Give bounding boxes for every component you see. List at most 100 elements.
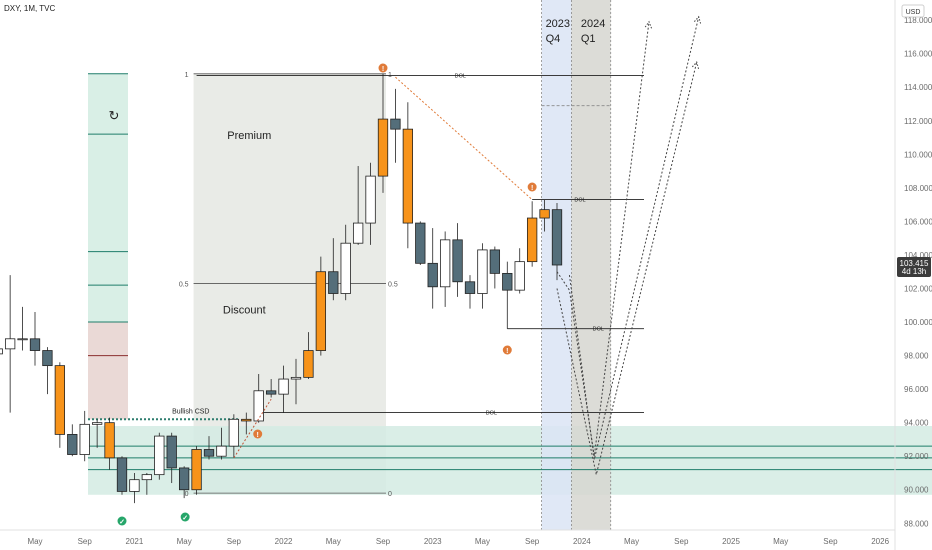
candle-body-2022-01: [278, 378, 289, 395]
candle-body-2021-10: [241, 418, 252, 422]
quarter-year-label-0: 2023: [546, 18, 570, 30]
y-tick-label-11: 110.000: [904, 150, 932, 159]
candle-body-2022-10: [390, 118, 401, 130]
candle-body-2023-08: [514, 261, 525, 291]
warning-marker-mid: [527, 182, 537, 192]
x-tick-label-2: 2021: [126, 537, 144, 546]
candle-body-2020-02: [0, 348, 3, 355]
candle-body-2021-03: [154, 435, 165, 476]
candle-body-2020-03: [4, 338, 16, 350]
discount-trend-line: [233, 398, 272, 459]
candle-body-2020-08: [67, 433, 78, 455]
last-price-box: [897, 257, 931, 277]
warning-marker-low: [502, 345, 512, 355]
discount-label: Discount: [223, 305, 266, 317]
x-tick-label-11: 2024: [573, 537, 591, 546]
candle-body-2022-06: [340, 242, 351, 294]
candle-body-2021-02: [141, 474, 153, 481]
warning-marker-top: [378, 63, 388, 73]
candle-body-2023-10: [539, 209, 550, 219]
countdown-label: 4d 13h: [902, 267, 926, 276]
projection-arrow-0: [644, 20, 653, 29]
warning-marker-low-glyph: !: [506, 348, 508, 355]
candle-body-2021-12: [265, 390, 277, 395]
warning-marker-csd: [253, 429, 263, 439]
check-marker-2: [180, 512, 190, 522]
last-price-label: 103.415: [900, 259, 929, 268]
warning-marker-mid-glyph: !: [531, 185, 533, 192]
y-tick-label-9: 106.000: [904, 217, 932, 226]
candle-body-2020-05: [29, 338, 41, 351]
candle-body-2022-05: [328, 271, 339, 294]
warning-marker-csd-glyph: !: [257, 432, 259, 439]
y-tick-label-14: 116.000: [904, 50, 932, 59]
fib-label-left-0: 1: [185, 72, 189, 79]
candle-body-2023-02: [439, 239, 451, 288]
candle-body-2022-12: [415, 222, 426, 264]
x-tick-label-16: Sep: [823, 537, 838, 546]
check-marker-2-glyph: ✓: [182, 515, 188, 522]
candle-body-2022-07: [352, 222, 364, 244]
x-tick-label-14: 2025: [722, 537, 740, 546]
x-tick-label-9: May: [475, 537, 490, 546]
candle-body-2023-03: [452, 239, 463, 283]
y-tick-label-5: 98.000: [904, 352, 929, 361]
x-tick-label-5: 2022: [275, 537, 293, 546]
projection-arrow-2: [693, 15, 702, 24]
candle-body-2022-04: [315, 271, 327, 351]
projection-path-2: [568, 16, 700, 460]
x-tick-label-6: May: [326, 537, 341, 546]
candlestick-series: [0, 73, 563, 504]
x-tick-label-8: 2023: [424, 537, 442, 546]
candle-body-2023-04: [464, 281, 476, 294]
projection-arrow-1: [691, 61, 700, 69]
candle-body-2021-09: [228, 418, 240, 447]
bullish-csd-label: Bullish CSD: [172, 408, 209, 415]
green-range-box: [88, 73, 128, 323]
red-range-box: [88, 322, 128, 420]
candle-body-2023-06: [489, 249, 501, 274]
candle-body-2021-05: [178, 467, 190, 491]
candle-body-2021-08: [216, 445, 227, 457]
x-tick-label-13: Sep: [674, 537, 689, 546]
y-tick-label-0: 88.000: [904, 519, 929, 528]
candle-body-2023-01: [427, 262, 438, 288]
y-tick-label-2: 92.000: [904, 452, 929, 461]
y-tick-label-10: 108.000: [904, 184, 932, 193]
currency-badge[interactable]: [901, 4, 925, 18]
candle-body-2022-02: [290, 376, 302, 380]
y-tick-label-6: 100.000: [904, 318, 932, 327]
candle-body-2023-09: [526, 217, 538, 263]
overlay-annotations: !!!! ✓ ✓: [117, 15, 702, 526]
currency-label: USD: [906, 9, 921, 16]
x-tick-label-0: May: [27, 537, 42, 546]
candle-body-2022-08: [365, 175, 376, 224]
candle-body-2022-03: [303, 350, 314, 378]
annotation-lines: 110.50.500DOLDOLDOLDOL0.30.50.7Bullish C…: [88, 18, 932, 498]
x-tick-label-4: Sep: [227, 537, 242, 546]
quarter-sub-label-0: Q4: [546, 33, 561, 45]
premium-trend-line: [395, 76, 533, 200]
candle-body-2020-07: [54, 365, 66, 435]
candle-body-2022-11: [402, 128, 414, 224]
candle-body-2020-04: [17, 338, 28, 341]
candle-body-2020-06: [42, 350, 53, 367]
y-tick-label-4: 96.000: [904, 385, 929, 394]
candle-body-2022-09: [377, 118, 389, 177]
x-tick-label-12: May: [624, 537, 639, 546]
x-tick-label-15: May: [773, 537, 788, 546]
dol-label-3: DOL: [486, 411, 497, 417]
premium-label: Premium: [227, 130, 271, 142]
quarter-year-label-1: 2024: [581, 18, 605, 30]
check-marker-1-glyph: ✓: [119, 519, 125, 526]
x-tick-label-7: Sep: [376, 537, 391, 546]
fib-label-left-1: 0.5: [179, 281, 189, 288]
dol-label-1: DOL: [574, 198, 585, 204]
y-tick-label-1: 90.000: [904, 486, 929, 495]
fib-label-left-2: 0: [185, 491, 189, 498]
candle-body-2020-10: [91, 422, 103, 425]
candle-body-2023-11: [551, 209, 563, 266]
refresh-icon[interactable]: ↻: [109, 108, 120, 123]
y-tick-label-15: 118.000: [904, 16, 932, 25]
